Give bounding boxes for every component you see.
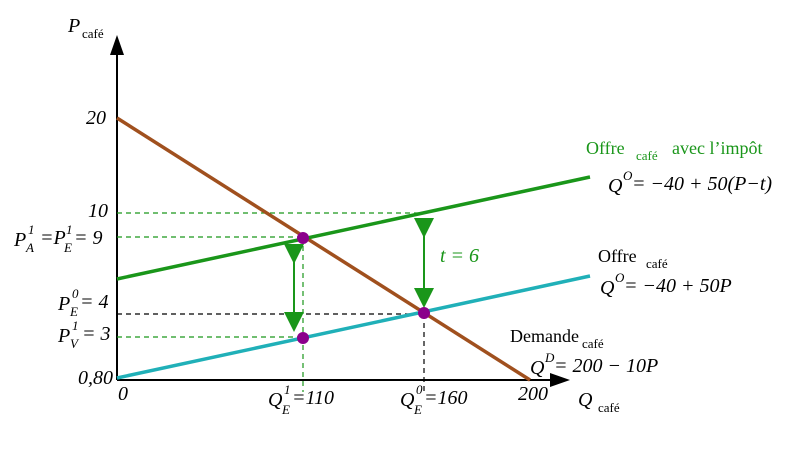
label: t = 6 bbox=[440, 245, 479, 267]
y-axis-sub: café bbox=[82, 26, 104, 41]
x-arrow bbox=[550, 373, 570, 387]
label: 1 bbox=[72, 318, 79, 333]
guides bbox=[117, 212, 425, 392]
label: 0 bbox=[416, 382, 423, 397]
label: café bbox=[582, 336, 604, 351]
x-axis-label: Q bbox=[578, 389, 593, 411]
point bbox=[297, 332, 309, 344]
label: P bbox=[13, 229, 26, 251]
label: = 9 bbox=[74, 227, 103, 249]
label: E bbox=[281, 402, 290, 417]
label: Offre bbox=[586, 138, 625, 158]
label: E bbox=[69, 304, 78, 319]
label: =P bbox=[40, 227, 66, 249]
label: A bbox=[25, 240, 34, 255]
label: Q bbox=[530, 357, 545, 379]
label: E bbox=[63, 240, 72, 255]
label: D bbox=[544, 350, 555, 365]
label: = −40 + 50P bbox=[624, 275, 732, 297]
label: café bbox=[636, 148, 658, 163]
y-label: 10 bbox=[88, 200, 108, 222]
point bbox=[297, 232, 309, 244]
label: = −40 + 50(P−t) bbox=[632, 173, 772, 195]
label: 1 bbox=[66, 222, 73, 237]
label: 0 bbox=[72, 286, 79, 301]
label: =160 bbox=[424, 387, 468, 409]
y-arrow bbox=[110, 35, 124, 55]
x-axis-sub: café bbox=[598, 400, 620, 415]
label: = 3 bbox=[82, 323, 111, 345]
x-label: 200 bbox=[518, 383, 548, 405]
origin: 0 bbox=[118, 383, 128, 405]
label: Q bbox=[608, 175, 623, 197]
label: Q bbox=[268, 389, 283, 411]
label: P bbox=[57, 325, 70, 347]
label: P bbox=[57, 293, 70, 315]
point bbox=[418, 307, 430, 319]
label: café bbox=[646, 256, 668, 271]
label: Offre bbox=[598, 246, 637, 266]
label: Q bbox=[400, 389, 415, 411]
label: O bbox=[615, 270, 625, 285]
label: E bbox=[413, 402, 422, 417]
y-label: 0,80 bbox=[78, 367, 113, 389]
label: Q bbox=[600, 277, 615, 299]
y-axis-label: P bbox=[67, 15, 80, 37]
y-label: 20 bbox=[86, 107, 106, 129]
label: Demande bbox=[510, 326, 579, 346]
label: = 4 bbox=[80, 291, 109, 313]
label: avec l’impôt bbox=[672, 138, 762, 158]
label: 1 bbox=[28, 222, 35, 237]
label: = 200 − 10P bbox=[554, 355, 658, 377]
label: =110 bbox=[292, 387, 334, 409]
tax-supply-line bbox=[116, 175, 591, 281]
label: V bbox=[70, 336, 80, 351]
demand-line bbox=[116, 116, 531, 382]
supply-line bbox=[116, 274, 591, 380]
label: 1 bbox=[284, 382, 291, 397]
label: O bbox=[623, 168, 633, 183]
